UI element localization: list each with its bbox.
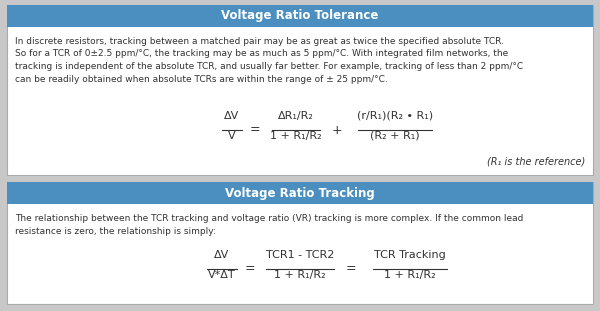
Bar bbox=[7, 182, 593, 304]
Text: 1 + R₁/R₂: 1 + R₁/R₂ bbox=[274, 270, 326, 280]
Text: (r/R₁)(R₂ • R₁): (r/R₁)(R₂ • R₁) bbox=[357, 111, 433, 121]
Text: Voltage Ratio Tracking: Voltage Ratio Tracking bbox=[225, 187, 375, 199]
Text: ΔR₁/R₂: ΔR₁/R₂ bbox=[278, 111, 314, 121]
Text: TCR1 - TCR2: TCR1 - TCR2 bbox=[266, 250, 334, 260]
Bar bbox=[7, 5, 593, 27]
Text: In discrete resistors, tracking between a matched pair may be as great as twice : In discrete resistors, tracking between … bbox=[15, 37, 504, 46]
Bar bbox=[7, 182, 593, 204]
Text: V*ΔT: V*ΔT bbox=[208, 270, 236, 280]
Text: can be readily obtained when absolute TCRs are within the range of ± 25 ppm/°C.: can be readily obtained when absolute TC… bbox=[15, 75, 388, 83]
Text: 1 + R₁/R₂: 1 + R₁/R₂ bbox=[270, 131, 322, 141]
Text: =: = bbox=[346, 262, 356, 276]
Text: (R₁ is the reference): (R₁ is the reference) bbox=[487, 157, 585, 167]
Text: =: = bbox=[250, 123, 260, 137]
Text: The relationship between the TCR tracking and voltage ratio (VR) tracking is mor: The relationship between the TCR trackin… bbox=[15, 214, 523, 223]
Text: (R₂ + R₁): (R₂ + R₁) bbox=[370, 131, 420, 141]
Text: V: V bbox=[228, 131, 236, 141]
Text: =: = bbox=[245, 262, 256, 276]
Text: TCR Tracking: TCR Tracking bbox=[374, 250, 446, 260]
Text: resistance is zero, the relationship is simply:: resistance is zero, the relationship is … bbox=[15, 226, 216, 235]
Text: +: + bbox=[332, 123, 343, 137]
Text: ΔV: ΔV bbox=[224, 111, 239, 121]
Text: 1 + R₁/R₂: 1 + R₁/R₂ bbox=[384, 270, 436, 280]
Text: tracking is independent of the absolute TCR, and usually far better. For example: tracking is independent of the absolute … bbox=[15, 62, 523, 71]
Text: So for a TCR of 0±2.5 ppm/°C, the tracking may be as much as 5 ppm/°C. With inte: So for a TCR of 0±2.5 ppm/°C, the tracki… bbox=[15, 49, 508, 58]
Text: Voltage Ratio Tolerance: Voltage Ratio Tolerance bbox=[221, 10, 379, 22]
Bar bbox=[7, 5, 593, 175]
Text: ΔV: ΔV bbox=[214, 250, 230, 260]
